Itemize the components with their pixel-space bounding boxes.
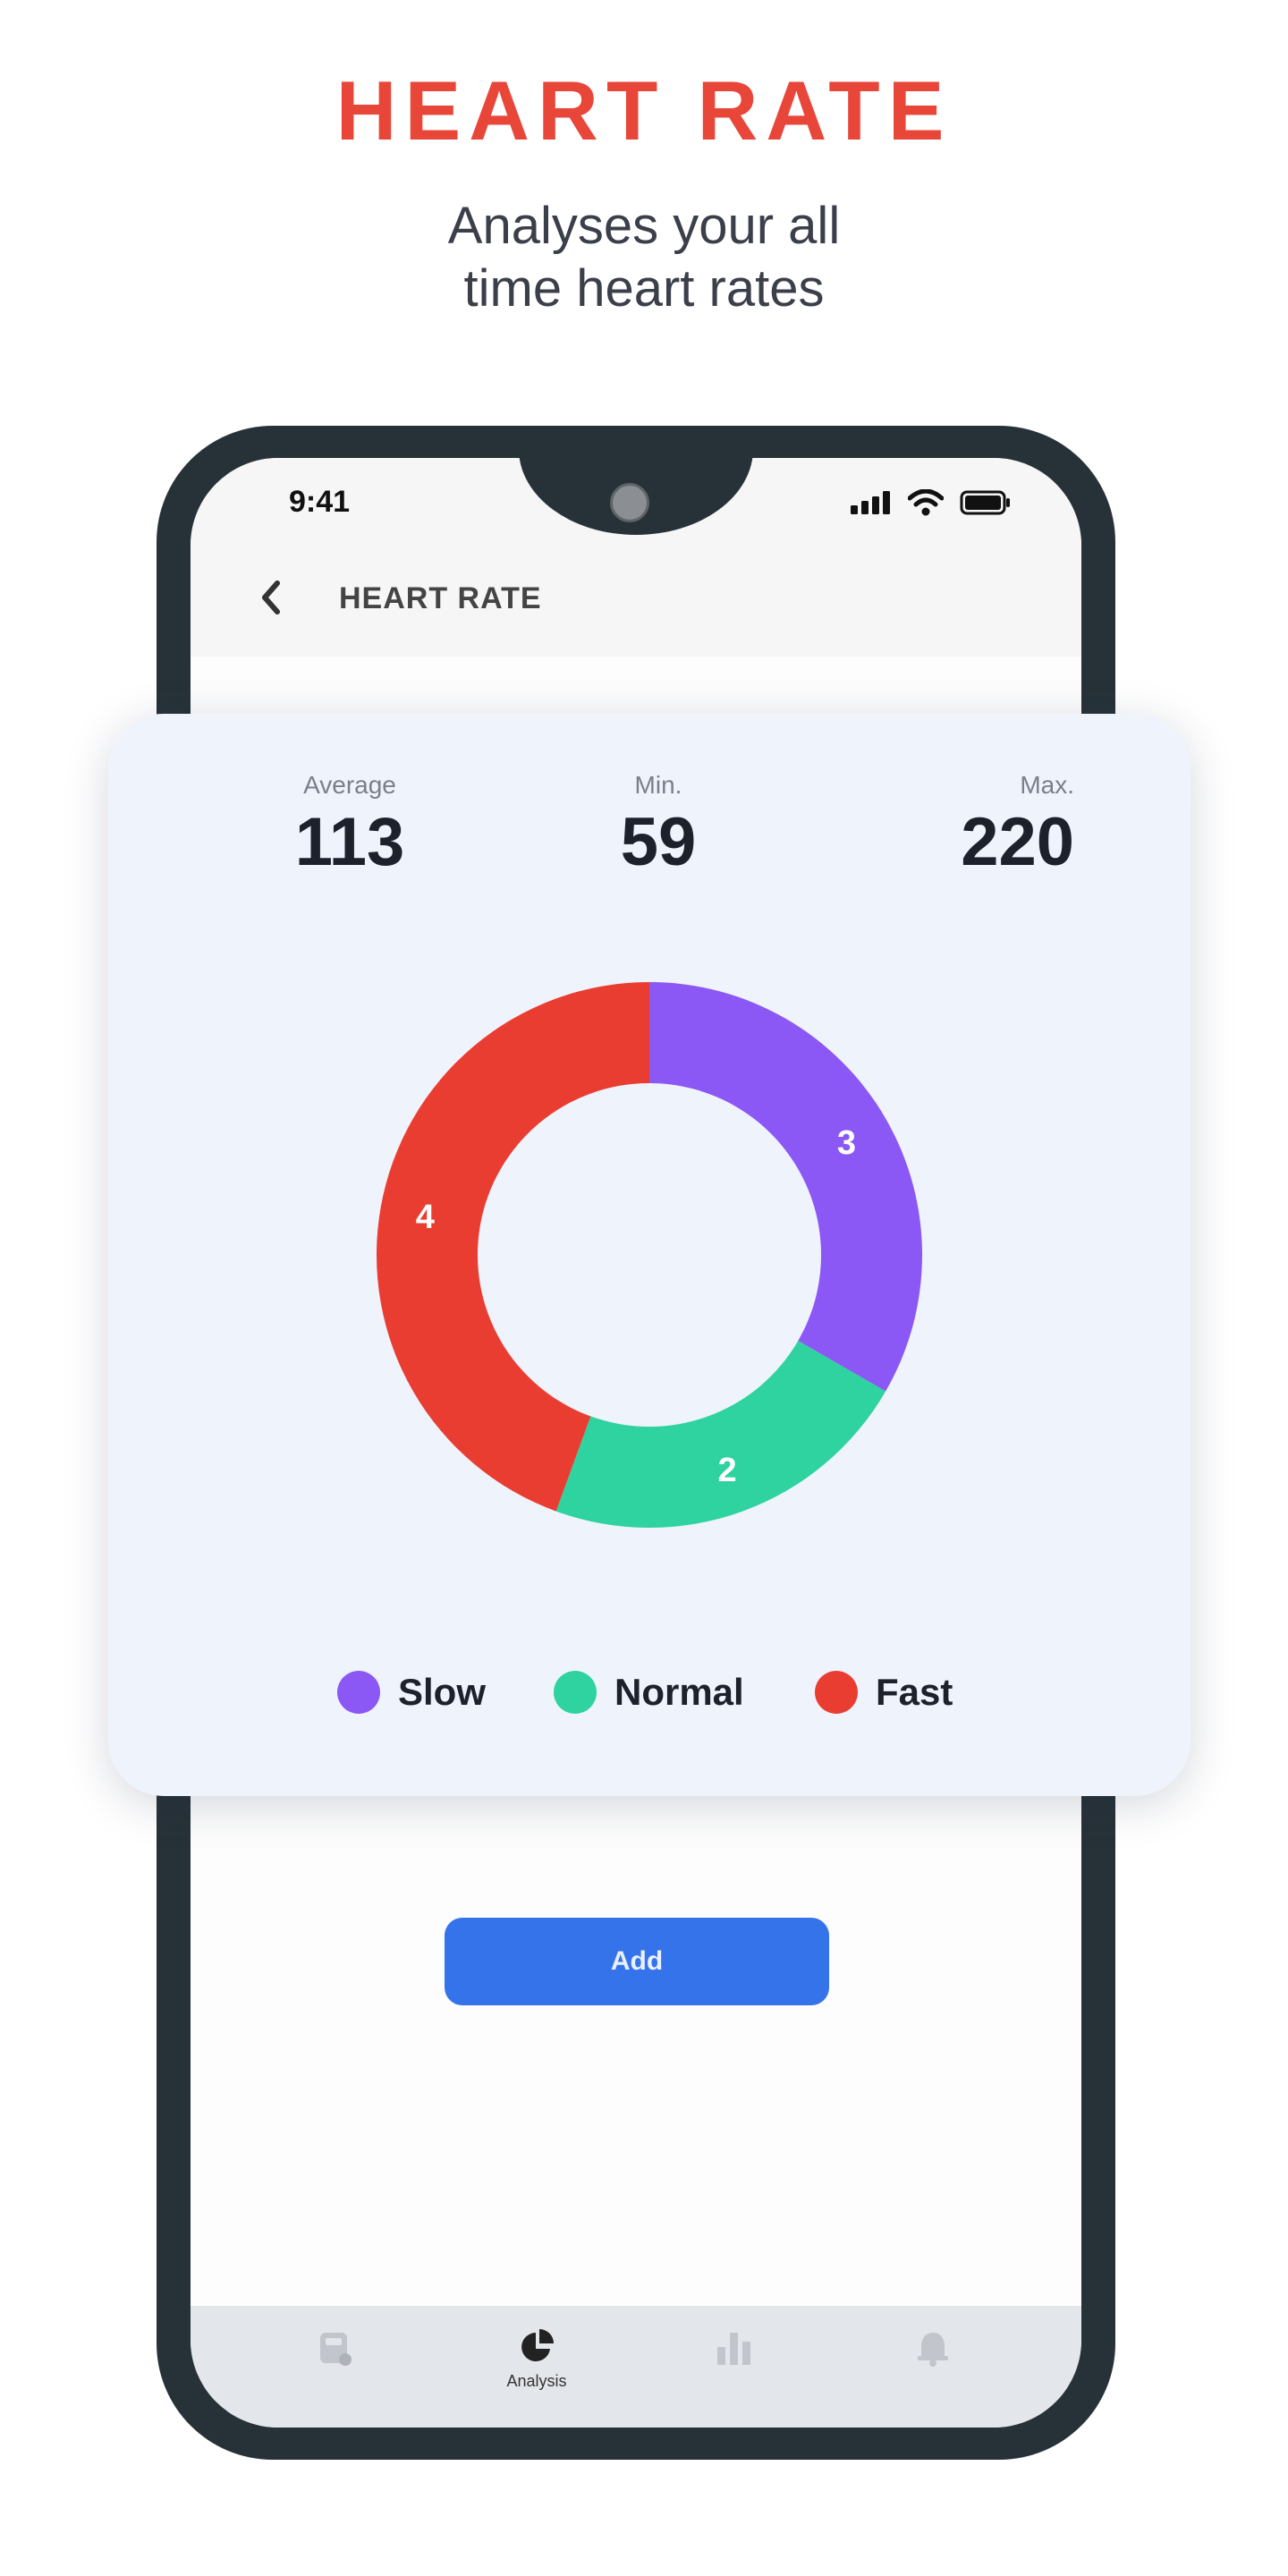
stat-max-value: 220 — [961, 804, 1074, 880]
pie-chart-icon — [521, 2329, 554, 2361]
camera-icon — [610, 483, 649, 522]
stat-min-label: Min. — [634, 771, 682, 799]
status-icons — [851, 485, 1012, 521]
stat-max-label: Max. — [1020, 771, 1074, 799]
stat-min: Min. 59 — [569, 771, 748, 881]
donut-label-fast: 4 — [416, 1199, 435, 1236]
signal-icon — [851, 491, 890, 514]
donut-label-normal: 2 — [717, 1452, 736, 1489]
nav-item-stats[interactable] — [672, 2327, 797, 2408]
legend-label-slow: Slow — [398, 1671, 487, 1713]
legend-item-fast: Fast — [815, 1671, 953, 1714]
chevron-left-icon — [262, 580, 280, 614]
legend-item-slow: Slow — [337, 1671, 486, 1714]
status-time: 9:41 — [289, 485, 351, 519]
promo-subtitle: Analyses your all time heart rates — [0, 195, 1288, 320]
legend-label-fast: Fast — [876, 1671, 953, 1713]
legend-dot-slow — [337, 1671, 380, 1714]
nav-item-analysis[interactable]: Analysis — [474, 2327, 599, 2408]
promo-title: HEART RATE — [335, 64, 953, 157]
promo-subtitle-line-2: time heart rates — [463, 259, 825, 318]
stat-average-value: 113 — [294, 804, 405, 880]
stat-max: Max. 220 — [877, 771, 1074, 881]
stat-average-label: Average — [303, 771, 396, 799]
donut-slice-fast — [376, 982, 649, 1512]
donut-slice-normal — [555, 1341, 886, 1528]
nav-item-device[interactable] — [273, 2327, 398, 2408]
bottom-nav: Analysis — [191, 2306, 1081, 2428]
donut-slice-slow — [649, 982, 922, 1392]
heart-rate-donut-chart: 3 2 4 — [376, 982, 922, 1528]
legend-item-normal: Normal — [554, 1671, 744, 1714]
donut-label-slow: 3 — [837, 1124, 856, 1162]
battery-icon — [960, 490, 1010, 515]
legend-dot-normal — [554, 1671, 597, 1714]
stat-average: Average 113 — [260, 771, 439, 881]
alarm-icon — [918, 2333, 948, 2367]
stat-min-value: 59 — [620, 804, 697, 880]
stats-card: Average 113 Min. 59 Max. 220 3 2 4 Slow Nor… — [108, 714, 1191, 1796]
add-button[interactable]: Add — [445, 1918, 829, 2005]
promo-subtitle-line-1: Analyses your all — [447, 197, 841, 255]
chart-legend: Slow Normal Fast — [108, 1671, 1191, 1724]
nav-label-analysis: Analysis — [506, 2372, 567, 2390]
nav-item-alarm[interactable] — [870, 2327, 996, 2408]
legend-dot-fast — [815, 1671, 858, 1714]
device-icon — [320, 2333, 352, 2366]
bar-chart-icon — [717, 2333, 750, 2365]
wifi-icon — [908, 489, 944, 516]
page-title: HEART RATE — [339, 581, 542, 615]
app-header: 9:41 — [191, 458, 1081, 657]
legend-label-normal: Normal — [614, 1671, 744, 1713]
back-button[interactable] — [253, 580, 289, 615]
